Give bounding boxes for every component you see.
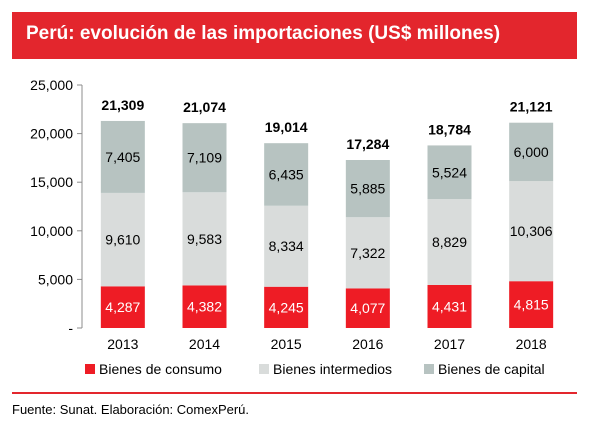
bar-value-label: 7,405 xyxy=(105,149,140,165)
bar-segment xyxy=(182,192,227,286)
bar-segment xyxy=(345,288,390,328)
title-bar: Perú: evolución de las importaciones (US… xyxy=(12,12,577,59)
footer-divider xyxy=(12,392,577,394)
y-tick-label: 15,000 xyxy=(30,174,73,190)
legend-swatch xyxy=(85,364,95,374)
bar-total-label: 21,309 xyxy=(101,97,144,113)
bar-total-label: 21,074 xyxy=(183,99,226,115)
legend-label: Bienes intermedios xyxy=(273,361,392,377)
bar-segment xyxy=(100,192,145,287)
bar-value-label: 5,524 xyxy=(432,164,467,180)
bar-segment xyxy=(345,159,390,218)
bar-segment xyxy=(182,285,227,328)
chart-title: Perú: evolución de las importaciones (US… xyxy=(26,23,501,44)
bar-segment xyxy=(509,181,554,282)
bar-value-label: 4,077 xyxy=(350,300,385,316)
bar-value-label: 9,610 xyxy=(105,232,140,248)
bar-total-label: 18,784 xyxy=(428,121,471,137)
bar-segment xyxy=(264,286,309,328)
bar-segment xyxy=(100,120,145,193)
bar-total-label: 21,121 xyxy=(510,99,553,115)
bar-segment xyxy=(182,123,227,193)
bar-value-label: 6,000 xyxy=(514,144,549,160)
y-tick-label: 10,000 xyxy=(30,223,73,239)
bar-total-label: 19,014 xyxy=(265,119,308,135)
bar-value-label: 4,382 xyxy=(187,299,222,315)
bar-segment xyxy=(509,122,554,182)
x-tick-label: 2015 xyxy=(271,336,302,352)
y-tick-label: - xyxy=(68,320,73,336)
bar-segment xyxy=(345,217,390,289)
bar-value-label: 7,109 xyxy=(187,150,222,166)
legend-label: Bienes de consumo xyxy=(99,361,222,377)
x-tick-label: 2013 xyxy=(107,336,138,352)
bar-value-label: 4,431 xyxy=(432,298,467,314)
bar-value-label: 6,435 xyxy=(269,166,304,182)
bar-value-label: 8,334 xyxy=(269,238,304,254)
legend-label: Bienes de capital xyxy=(438,361,545,377)
bar-value-label: 7,322 xyxy=(350,245,385,261)
bar-segment xyxy=(264,143,309,206)
y-tick-label: 25,000 xyxy=(30,77,73,93)
bar-segment xyxy=(264,205,309,287)
bar-value-label: 8,829 xyxy=(432,234,467,250)
bar-value-label: 4,287 xyxy=(105,299,140,315)
x-tick-label: 2014 xyxy=(189,336,220,352)
bar-segment xyxy=(509,281,554,328)
legend-swatch xyxy=(424,364,434,374)
x-tick-label: 2018 xyxy=(516,336,547,352)
bar-value-label: 4,245 xyxy=(269,299,304,315)
bar-value-label: 5,885 xyxy=(350,181,385,197)
legend-swatch xyxy=(259,364,269,374)
bar-segment xyxy=(100,286,145,328)
bar-total-label: 17,284 xyxy=(346,136,389,152)
y-tick-label: 20,000 xyxy=(30,126,73,142)
x-tick-label: 2016 xyxy=(352,336,383,352)
bar-value-label: 9,583 xyxy=(187,231,222,247)
y-tick-label: 5,000 xyxy=(38,271,73,287)
source-note: Fuente: Sunat. Elaboración: ComexPerú. xyxy=(12,402,250,417)
bar-segment xyxy=(427,199,472,285)
bar-segment xyxy=(427,284,472,328)
bar-value-label: 10,306 xyxy=(510,223,553,239)
bar-value-label: 4,815 xyxy=(514,297,549,313)
bar-segment xyxy=(427,145,472,200)
x-tick-label: 2017 xyxy=(434,336,465,352)
